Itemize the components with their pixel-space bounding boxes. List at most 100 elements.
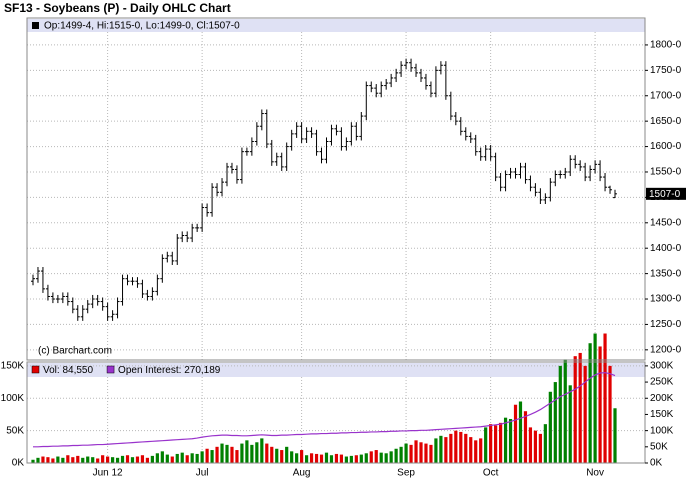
- volume-bar: [295, 453, 299, 463]
- last-price-label: 1507-0: [649, 189, 681, 200]
- volume-bar: [106, 456, 110, 463]
- ohlc-legend-icon: [32, 22, 39, 29]
- volume-bar: [215, 446, 219, 463]
- volume-bar: [91, 457, 95, 463]
- y-tick-label: 100K: [1, 393, 25, 404]
- volume-bar: [568, 385, 572, 463]
- volume-bar: [101, 455, 105, 463]
- grid: [27, 32, 645, 463]
- volume-bar: [46, 457, 50, 463]
- volume-bar: [150, 455, 154, 463]
- volume-bar: [309, 453, 314, 463]
- volume-bar: [459, 431, 463, 463]
- y2-tick-label: 50K: [650, 441, 668, 452]
- volume-legend-strip: [27, 363, 645, 377]
- volume-bar: [354, 455, 358, 463]
- volume-bar: [558, 365, 562, 463]
- legend-label: Open Interest: 270,189: [118, 365, 221, 376]
- volume-bar: [275, 448, 279, 463]
- volume-bar: [304, 455, 309, 463]
- volume-bar: [479, 438, 483, 463]
- y-tick-label: 1700-0: [650, 90, 682, 101]
- volume-bar: [399, 446, 403, 463]
- volume-bar: [329, 455, 334, 463]
- volume-bar: [364, 453, 368, 463]
- volume-bar: [280, 450, 284, 463]
- volume-bar: [200, 451, 204, 463]
- volume-bar: [553, 382, 557, 463]
- volume-bar: [260, 438, 264, 463]
- volume-bar: [394, 448, 398, 463]
- y-tick-label: 1800-0: [650, 40, 682, 51]
- volume-bar: [528, 427, 533, 463]
- price-frame: [26, 17, 646, 361]
- legend-label: Vol: 84,550: [43, 365, 93, 376]
- x-tick-label: Aug: [293, 468, 311, 479]
- volume-bar: [469, 437, 473, 463]
- y-tick-label: 50K: [6, 425, 24, 436]
- volume-bar: [290, 451, 294, 463]
- x-tick-label: Jul: [196, 468, 209, 479]
- volume-bar: [389, 451, 393, 463]
- price-legend-strip: [27, 19, 645, 32]
- volume-bar: [474, 440, 478, 463]
- volume-bar: [578, 352, 582, 463]
- volume-bar: [235, 450, 239, 463]
- ohlc-legend: Op:1499-4, Hi:1515-0, Lo:1499-0, Cl:1507…: [44, 21, 240, 32]
- y2-tick-label: 0K: [650, 458, 663, 469]
- volume-bar: [165, 454, 169, 463]
- volume-bar: [359, 454, 363, 463]
- volume-bar: [404, 443, 408, 463]
- volume-bar: [115, 457, 120, 463]
- volume-bar: [449, 433, 453, 463]
- volume-bar: [419, 442, 423, 463]
- volume-bar: [489, 424, 493, 463]
- volume-bar: [145, 457, 150, 463]
- x-tick-label: Sep: [397, 468, 415, 479]
- volume-bar: [613, 408, 617, 463]
- volume-pane: [27, 362, 645, 463]
- y-tick-label: 1350-0: [650, 268, 682, 279]
- volume-bar: [86, 456, 90, 463]
- volume-bar: [51, 458, 55, 463]
- open-interest-line: [33, 372, 616, 448]
- volume-bar: [319, 454, 324, 463]
- y2-tick-label: 200K: [650, 393, 674, 404]
- volume-bar: [195, 453, 199, 463]
- volume-bar: [513, 404, 518, 463]
- y2-tick-label: 100K: [650, 425, 674, 436]
- volume-bar: [205, 448, 209, 463]
- volume-bar: [41, 456, 45, 463]
- volume-bar: [31, 459, 35, 463]
- volume-bar: [369, 451, 373, 463]
- volume-bar: [125, 455, 130, 463]
- volume-bar: [543, 424, 547, 463]
- volume-bar: [285, 446, 289, 463]
- volume-bar: [81, 457, 85, 463]
- volume-bar: [464, 433, 468, 463]
- volume-bar: [56, 456, 60, 463]
- volume-bar: [598, 346, 602, 463]
- y-tick-label: 1650-0: [650, 116, 682, 127]
- volume-bar: [61, 457, 65, 463]
- y-tick-label: 1250-0: [650, 319, 682, 330]
- volume-bar: [414, 440, 418, 463]
- volume-bar: [135, 456, 140, 463]
- volume-bar: [439, 435, 443, 463]
- volume-bar: [503, 417, 508, 463]
- volume-bar: [339, 454, 344, 463]
- volume-bar: [220, 443, 224, 463]
- price-pane: [27, 18, 645, 360]
- volume-bar: [245, 440, 249, 463]
- volume-bar: [583, 365, 587, 463]
- volume-bar: [518, 401, 523, 463]
- volume-bar: [384, 453, 388, 463]
- volume-bar: [374, 450, 378, 463]
- volume-bar: [76, 455, 80, 463]
- volume-bar: [344, 456, 348, 463]
- x-tick-label: Nov: [586, 468, 604, 479]
- y-tick-label: 1300-0: [650, 294, 682, 305]
- volume-bar: [424, 443, 428, 463]
- volume-bar: [185, 455, 189, 463]
